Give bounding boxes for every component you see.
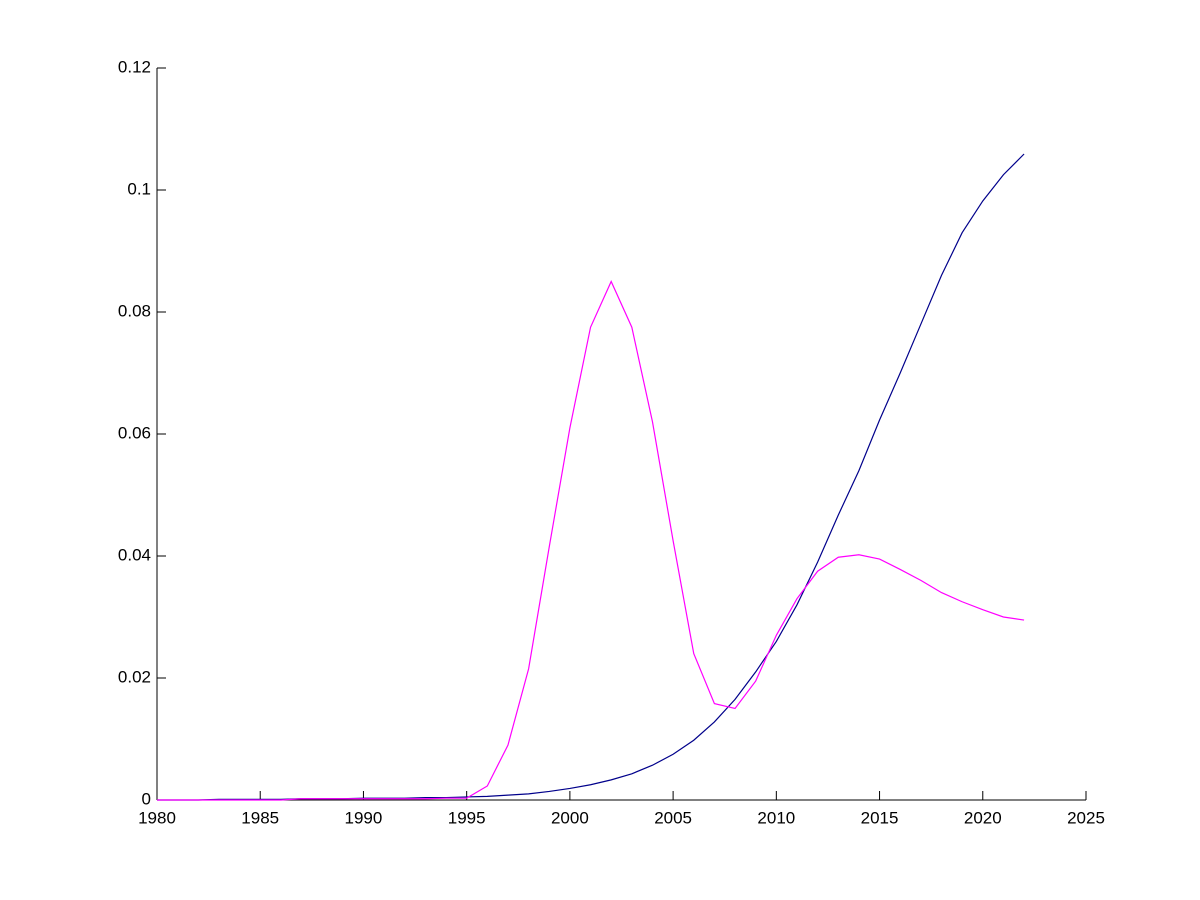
series-line xyxy=(157,153,1025,801)
x-tick-label: 2000 xyxy=(551,808,589,827)
x-tick-label: 1980 xyxy=(138,808,176,827)
x-tick-label: 2010 xyxy=(757,808,795,827)
x-tick-label: 1995 xyxy=(448,808,486,827)
y-tick-label: 0.04 xyxy=(118,545,151,564)
x-tick-label: 1990 xyxy=(345,808,383,827)
y-tick-label: 0.02 xyxy=(118,667,151,686)
series-line xyxy=(157,280,1025,801)
y-tick-label: 0.12 xyxy=(118,57,151,76)
y-tick-label: 0.1 xyxy=(127,179,151,198)
x-tick-label: 2005 xyxy=(654,808,692,827)
y-tick-label: 0.08 xyxy=(118,301,151,320)
x-tick-label: 2015 xyxy=(861,808,899,827)
y-tick-label: 0.06 xyxy=(118,423,151,442)
x-tick-label: 2025 xyxy=(1067,808,1105,827)
x-tick-label: 2020 xyxy=(964,808,1002,827)
y-tick-label: 0 xyxy=(142,789,151,808)
x-tick-label: 1985 xyxy=(241,808,279,827)
